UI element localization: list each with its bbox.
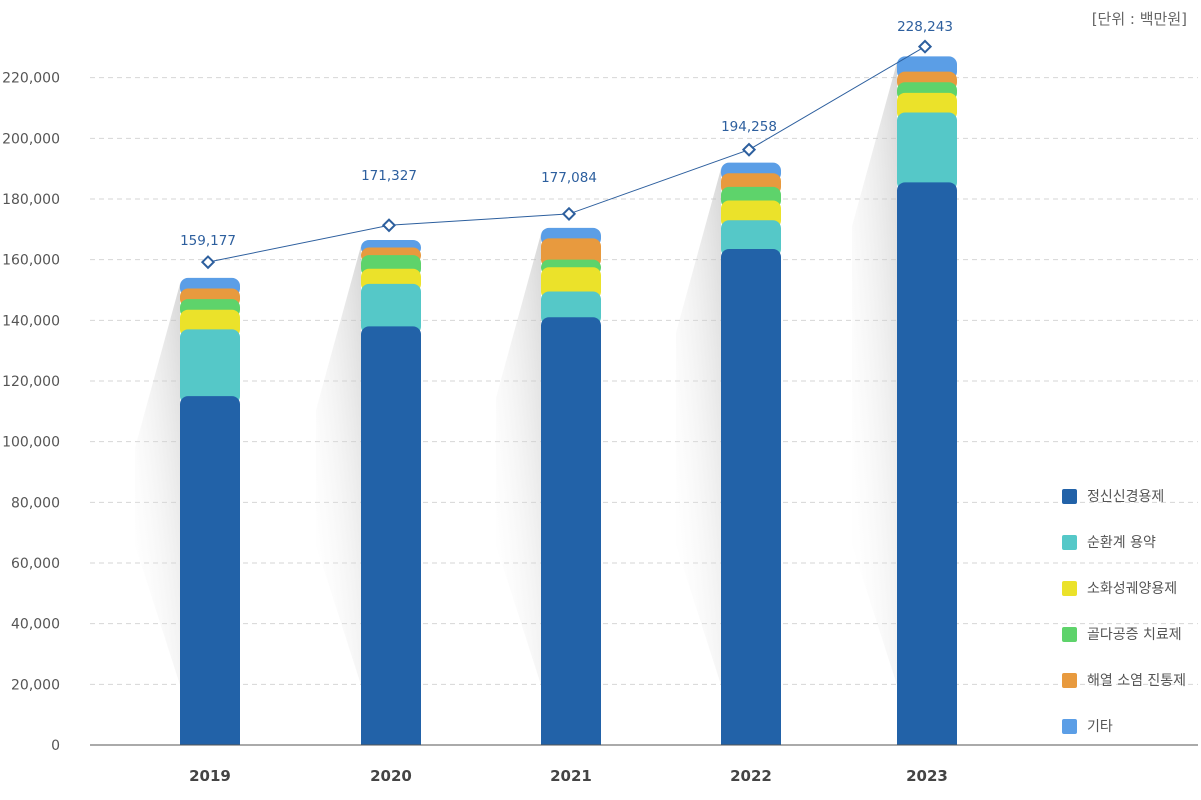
x-tick-label: 2020 [370, 767, 412, 785]
legend-item: 기타 [1062, 703, 1186, 749]
bar-segment [721, 249, 781, 746]
legend-item: 순환계 용약 [1062, 519, 1186, 565]
bar-segment [897, 182, 957, 746]
y-tick-label: 120,000 [2, 374, 60, 390]
total-line: 159,177 171,327 177,084 194,258 228,243 [180, 19, 953, 270]
bar-shadow [852, 62, 897, 685]
bar-segment [541, 291, 601, 326]
total-point [561, 206, 577, 221]
bar-segment [361, 326, 421, 745]
total-label: 228,243 [897, 19, 953, 35]
bars [180, 56, 957, 746]
total-label: 171,327 [361, 168, 417, 184]
legend-swatch [1062, 626, 1077, 642]
y-tick-label: 200,000 [2, 131, 60, 147]
total-label: 194,258 [721, 119, 777, 135]
x-tick-label: 2021 [550, 767, 592, 785]
legend-label: 기타 [1087, 719, 1113, 735]
bar-base [721, 735, 781, 745]
legend-label: 소화성궤양용제 [1087, 581, 1178, 597]
bar-segment [361, 283, 421, 335]
legend-swatch [1062, 534, 1077, 550]
legend-swatch [1062, 580, 1077, 596]
bar-base [541, 735, 601, 745]
legend-item: 정신신경용제 [1062, 473, 1186, 519]
bar-shadow [135, 283, 180, 685]
legend-item: 골다공증 치료제 [1062, 611, 1186, 657]
legend-swatch [1062, 672, 1077, 688]
bar-base [180, 735, 240, 745]
bar-shadow [496, 233, 541, 686]
unit-label: [단위 : 백만원] [1091, 10, 1187, 28]
x-axis-ticks: 2019 2020 2021 2022 2023 [189, 767, 948, 785]
y-tick-label: 40,000 [11, 617, 60, 633]
y-axis-ticks: 0 20,000 40,000 60,000 80,000 100,000 120,000 1… [2, 71, 60, 754]
legend-swatch [1062, 718, 1077, 734]
bar-segment [897, 112, 957, 191]
total-label: 159,177 [180, 233, 236, 249]
y-tick-label: 20,000 [11, 677, 60, 693]
legend-item: 소화성궤양용제 [1062, 565, 1186, 611]
legend-label: 순환계 용약 [1087, 535, 1156, 551]
bar-shadow [316, 245, 361, 685]
legend-label: 정신신경용제 [1087, 489, 1165, 505]
y-tick-label: 180,000 [2, 192, 60, 208]
total-point [917, 39, 933, 54]
legend-swatch [1062, 488, 1077, 504]
total-point [741, 142, 757, 157]
y-tick-label: 160,000 [2, 253, 60, 269]
y-tick-label: 60,000 [11, 556, 60, 572]
y-tick-label: 80,000 [11, 495, 60, 511]
bar-shadow [676, 168, 721, 686]
legend-label: 해열 소염 진통제 [1087, 673, 1187, 689]
bar-base [361, 735, 421, 745]
y-tick-label: 140,000 [2, 313, 60, 329]
y-tick-label: 220,000 [2, 71, 60, 87]
total-point [200, 255, 216, 270]
legend-item: 해열 소염 진통제 [1062, 657, 1186, 703]
bar-segment [721, 220, 781, 258]
x-tick-label: 2022 [730, 767, 772, 785]
bar-segment [541, 267, 601, 300]
total-point [381, 218, 397, 233]
x-tick-label: 2019 [189, 767, 231, 785]
y-tick-label: 0 [51, 738, 60, 754]
y-tick-label: 100,000 [2, 435, 60, 451]
bar-shadows [135, 62, 897, 686]
bar-segment [180, 329, 240, 405]
legend-label: 골다공증 치료제 [1087, 627, 1182, 643]
x-tick-label: 2023 [906, 767, 948, 785]
bar-base [897, 735, 957, 745]
bar-segment [541, 317, 601, 745]
bar-segment [180, 396, 240, 745]
total-label: 177,084 [541, 170, 597, 186]
grid-lines [90, 77, 1198, 685]
